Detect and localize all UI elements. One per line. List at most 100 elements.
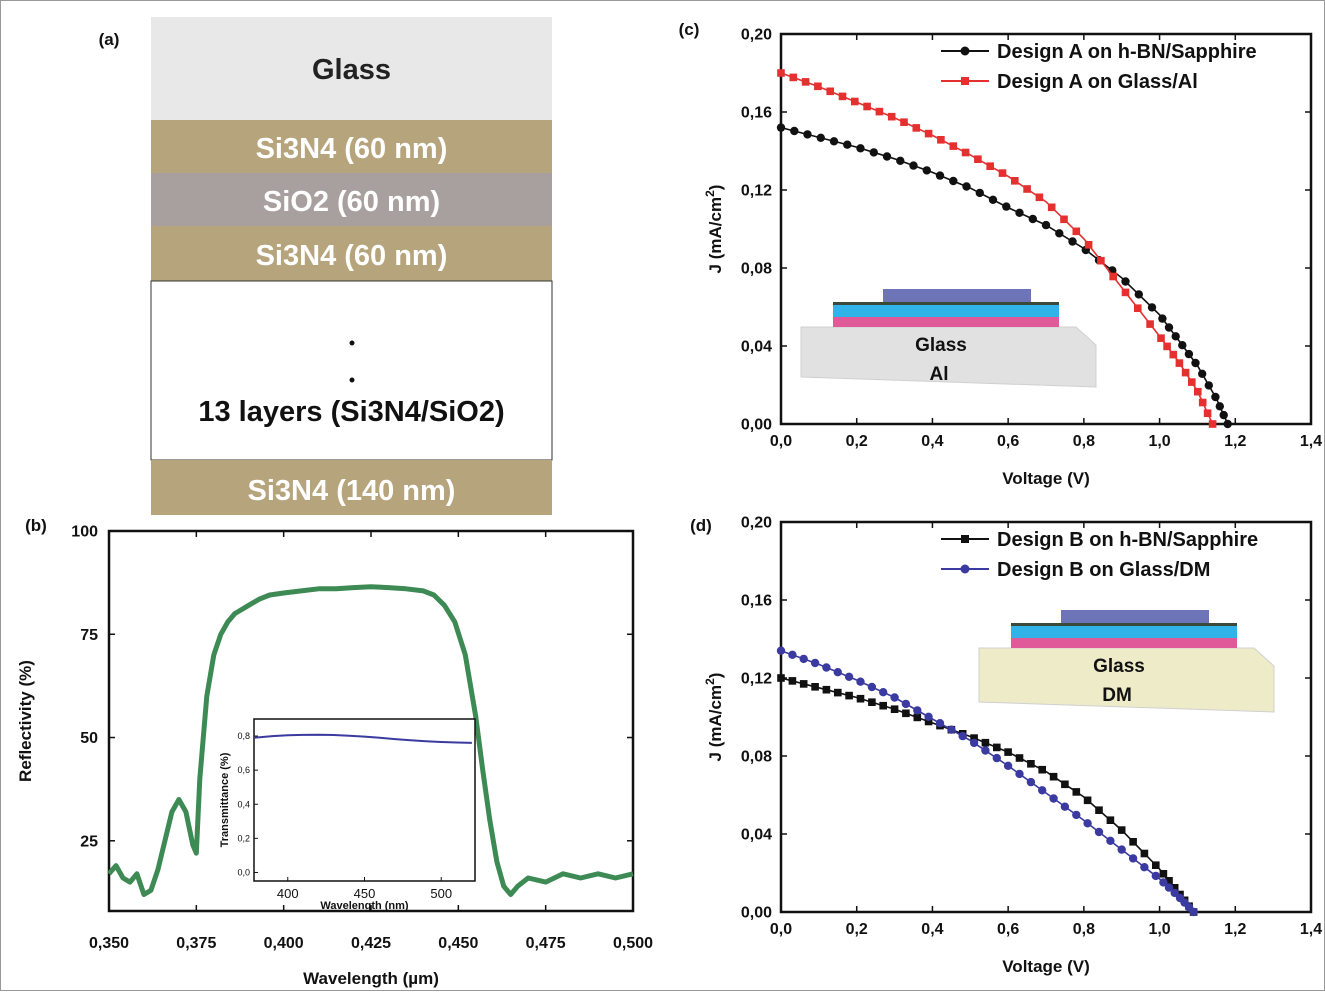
c-ylabel-sup: 2 (703, 190, 717, 197)
c-series-0-marker-26 (1121, 277, 1130, 286)
panel-c-jv-chart: (c) 0,0 0,2 0,4 0,6 0,8 1,0 1,2 1,4 0,00 0,04 0,08 0… (679, 20, 1323, 488)
b-series-line (107, 584, 634, 897)
c-series-1-marker-21 (1035, 193, 1044, 202)
d-series-0-marker-36 (1170, 884, 1179, 892)
d-series-0-marker-31 (1129, 838, 1137, 846)
d-series-1-marker-1 (788, 650, 797, 659)
b-inset-ytick-label-0: 0,0 (237, 867, 250, 877)
c-series-1-marker-32 (1163, 342, 1171, 351)
d-series-1-marker-9 (879, 688, 888, 697)
d-series-1-marker-29 (1106, 836, 1115, 845)
c-series-0-marker-1 (790, 126, 799, 136)
c-series-0-marker-37 (1211, 392, 1220, 402)
panel-b-label: (b) (25, 516, 47, 535)
c-series-1-marker-31 (1157, 334, 1165, 342)
c-series-0-marker-30 (1164, 323, 1174, 332)
layer-0 (151, 17, 552, 120)
d-xtick-label-0: 0,0 (770, 921, 792, 938)
c-series-0-marker-22 (1068, 237, 1077, 246)
c-series-0-marker-16 (988, 195, 998, 204)
c-inset-top-block (883, 289, 1031, 302)
d-series-0-marker-24 (1049, 772, 1058, 781)
d-xtick-label-1_2: 1,2 (1224, 921, 1246, 938)
c-series-1-marker-7 (863, 102, 871, 111)
b-inset-xtick-label-400: 400 (277, 886, 299, 901)
c-ytick-label-0_2: 0,20 (741, 27, 772, 44)
d-inset-pink-layer (1011, 638, 1237, 648)
d-series-0-marker-9 (879, 701, 887, 710)
b-ytick-label-75: 75 (80, 627, 98, 644)
d-series-0-marker-17 (970, 734, 978, 742)
d-xlabel: Voltage (V) (1002, 957, 1090, 976)
d-inset-label-0: Glass (1093, 656, 1145, 677)
layer-3 (151, 226, 552, 281)
d-series-0-marker-22 (1027, 760, 1035, 768)
c-series-0-marker-31 (1171, 332, 1180, 341)
c-series-1-marker-23 (1060, 215, 1068, 224)
d-series-0-marker-21 (1015, 754, 1024, 762)
d-series-1-marker-30 (1117, 845, 1126, 854)
c-series-1-marker-17 (986, 162, 994, 170)
b-xtick-label-0_475: 0,475 (526, 935, 566, 952)
d-series-1-marker-6 (844, 672, 854, 681)
c-series-0-marker-6 (856, 144, 865, 153)
d-series-1-marker-17 (969, 738, 979, 748)
d-series-1-marker-27 (1083, 819, 1092, 828)
d-series-0-marker-33 (1152, 861, 1160, 869)
c-series-1-marker-2 (801, 78, 810, 86)
c-series-1-marker-36 (1188, 378, 1196, 386)
d-series-1-marker-10 (890, 693, 899, 702)
c-legend-0-label: Design A on h-BN/Sapphire (997, 41, 1257, 63)
c-inset-cyan-layer (833, 305, 1059, 317)
b-inset-xtick-label-450: 450 (354, 886, 376, 901)
d-series-1-marker-3 (810, 658, 820, 668)
b-ytick-label-25: 25 (80, 833, 98, 850)
d-series-1-marker-26 (1072, 810, 1081, 820)
c-series-1-marker-30 (1146, 320, 1154, 328)
b-xlabel: Wavelength (µm) (303, 969, 439, 988)
d-legend-1-label: Design B on Glass/DM (997, 559, 1210, 581)
b-xtick-label-0_375: 0,375 (176, 935, 216, 952)
c-series-0-marker-7 (869, 148, 878, 157)
b-xtick-label-0_45: 0,450 (438, 935, 478, 952)
c-ylabel-end: ) (706, 185, 725, 191)
c-series-0-marker-10 (909, 161, 918, 170)
c-ytick-label-0_08: 0,08 (741, 261, 772, 278)
c-series-1-marker-39 (1203, 409, 1212, 417)
d-series-0-marker-12 (913, 713, 922, 722)
c-series-1-marker-9 (887, 112, 896, 121)
c-xtick-label-0_8: 0,8 (1073, 433, 1095, 450)
d-series-0-marker-26 (1072, 788, 1081, 796)
d-series-0-marker-19 (993, 743, 1001, 752)
d-ytick-label-0_2: 0,20 (741, 515, 772, 532)
c-inset-label-1: Al (930, 364, 949, 385)
c-series-0-marker-29 (1158, 314, 1167, 323)
d-series-0-marker-18 (981, 738, 990, 747)
d-series-1-marker-36 (1170, 888, 1179, 898)
b-inset-xlabel: Wavelength (nm) (320, 900, 409, 912)
c-xtick-label-0: 0,0 (770, 433, 792, 450)
d-series-1-marker-2 (799, 654, 808, 664)
c-series-1-marker-15 (961, 148, 970, 157)
panel-d-jv-chart: (d) 0,0 0,2 0,4 0,6 0,8 1,0 1,2 1,4 0,00 0,04 0,08 0… (690, 515, 1322, 976)
d-inset-thin-layer (1011, 623, 1237, 626)
c-legend-0-marker (960, 46, 970, 56)
d-series-1-marker-24 (1049, 794, 1058, 803)
c-series-0-marker-36 (1204, 381, 1214, 390)
panel-a-layer-stack: (a) Glass Si3N4 (60 nm) SiO2 (60 nm) Si3N4 (… (99, 17, 553, 515)
c-series-0-marker-0 (776, 123, 786, 132)
d-series-1-marker-23 (1038, 786, 1047, 795)
d-series-1-marker-28 (1094, 827, 1104, 837)
c-series-1-marker-34 (1175, 359, 1184, 367)
c-series-0-marker-39 (1219, 410, 1228, 420)
c-series-0-marker-14 (962, 182, 971, 191)
d-series-1-marker-20 (1003, 761, 1013, 770)
c-xtick-label-0_4: 0,4 (921, 433, 943, 450)
c-series-0-marker-17 (1002, 202, 1011, 211)
d-series-0-marker-23 (1038, 765, 1046, 774)
d-series-0-marker-25 (1061, 780, 1069, 789)
panel-a-label: (a) (99, 30, 120, 49)
c-series-1-marker-29 (1134, 304, 1142, 312)
